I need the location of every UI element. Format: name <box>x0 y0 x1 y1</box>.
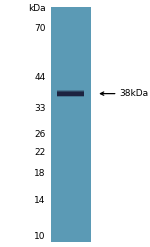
Bar <box>57 90 84 97</box>
Bar <box>51 7 91 242</box>
Text: 26: 26 <box>34 130 45 139</box>
Bar <box>57 92 84 96</box>
Text: 14: 14 <box>34 196 45 205</box>
Text: 18: 18 <box>34 169 45 178</box>
Text: 70: 70 <box>34 24 45 33</box>
Text: kDa: kDa <box>28 4 45 13</box>
Text: 44: 44 <box>34 73 45 82</box>
Bar <box>57 91 84 96</box>
Text: 10: 10 <box>34 232 45 241</box>
Text: 22: 22 <box>34 148 45 157</box>
Text: 33: 33 <box>34 104 45 113</box>
Text: 38kDa: 38kDa <box>119 89 148 98</box>
